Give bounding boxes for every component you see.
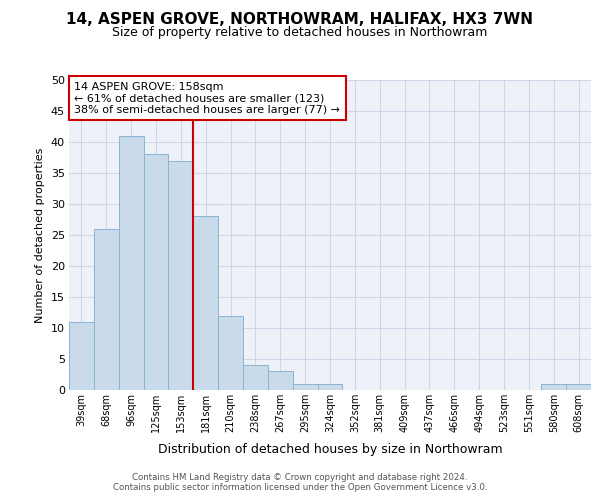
Text: 14, ASPEN GROVE, NORTHOWRAM, HALIFAX, HX3 7WN: 14, ASPEN GROVE, NORTHOWRAM, HALIFAX, HX… [67,12,533,28]
Bar [143,154,169,390]
Bar [119,136,143,390]
Bar [317,384,343,390]
Bar [218,316,243,390]
Bar [169,160,193,390]
Bar [541,384,566,390]
Bar [243,365,268,390]
Bar [566,384,591,390]
Text: Size of property relative to detached houses in Northowram: Size of property relative to detached ho… [112,26,488,39]
X-axis label: Distribution of detached houses by size in Northowram: Distribution of detached houses by size … [158,444,502,456]
Text: 14 ASPEN GROVE: 158sqm
← 61% of detached houses are smaller (123)
38% of semi-de: 14 ASPEN GROVE: 158sqm ← 61% of detached… [74,82,340,115]
Bar [94,229,119,390]
Bar [268,372,293,390]
Text: Contains HM Land Registry data © Crown copyright and database right 2024.
Contai: Contains HM Land Registry data © Crown c… [113,473,487,492]
Bar [293,384,317,390]
Bar [69,322,94,390]
Y-axis label: Number of detached properties: Number of detached properties [35,148,45,322]
Bar [193,216,218,390]
